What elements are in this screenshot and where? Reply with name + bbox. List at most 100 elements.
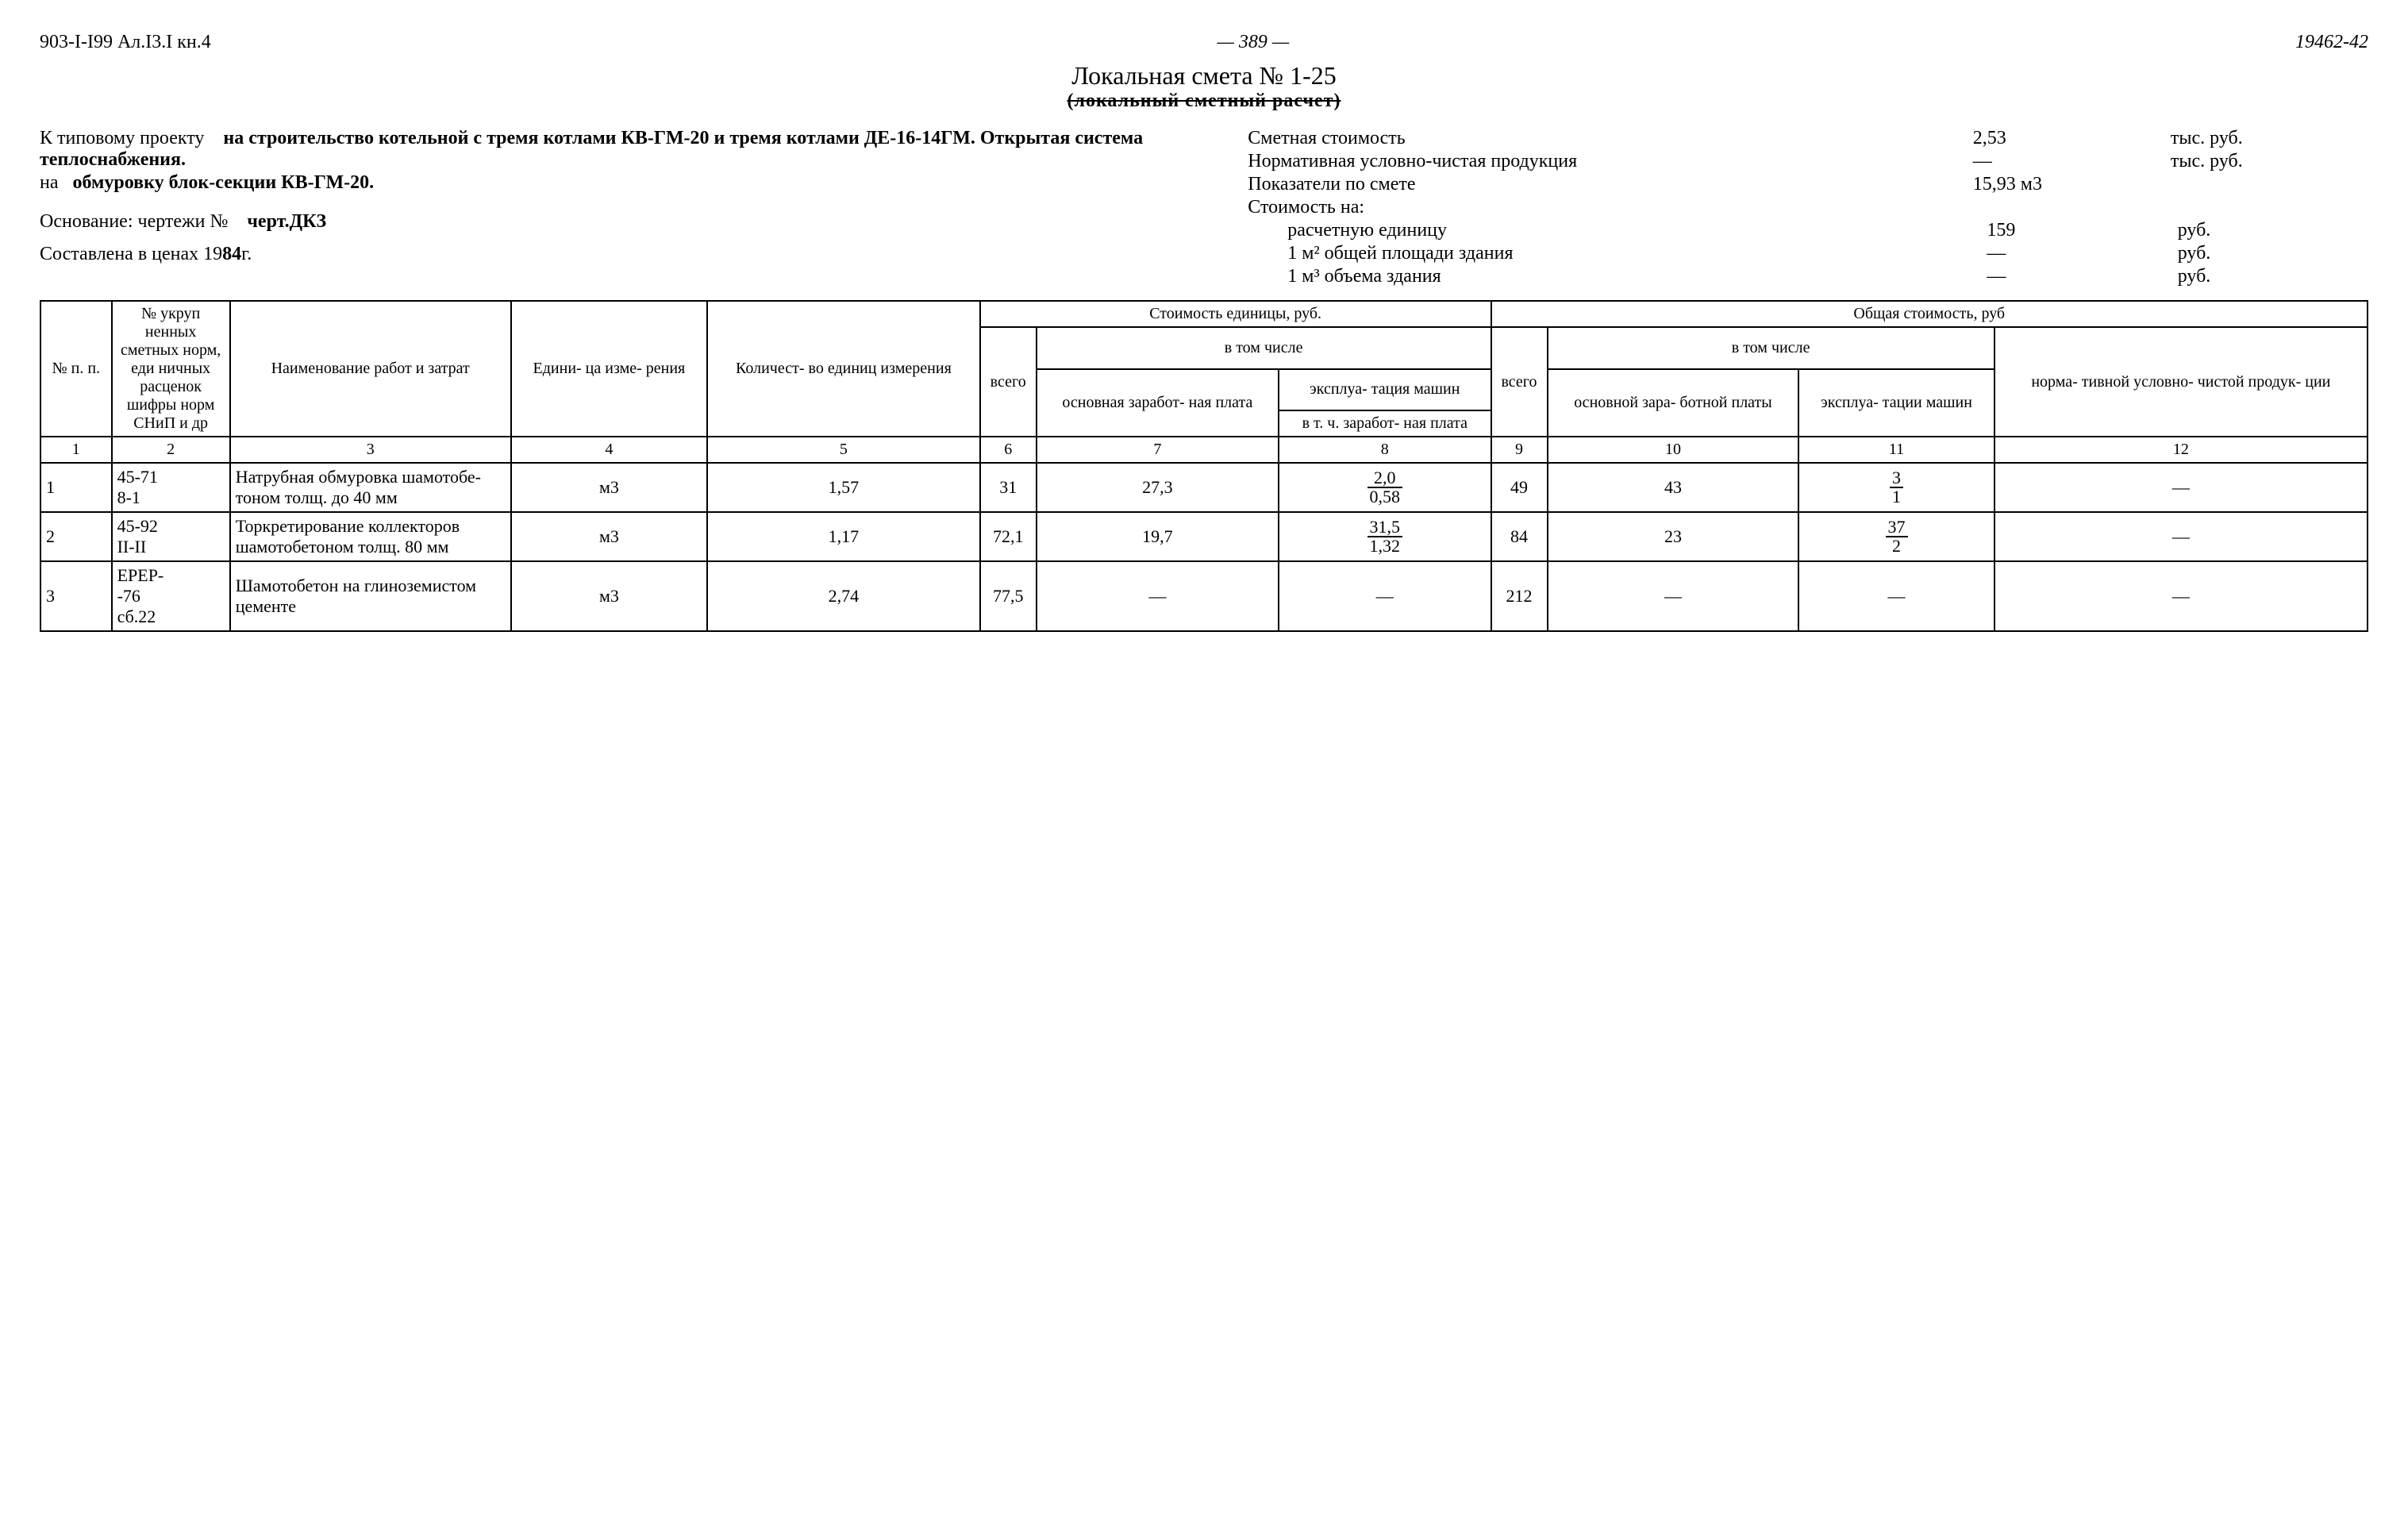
summary-unit (2171, 197, 2368, 218)
header-row: 903-I-I99 Ал.I3.I кн.4 — 389 — 19462-42 (40, 32, 2368, 53)
row-c8: 31,51,32 (1279, 512, 1491, 561)
row-unit: м3 (511, 561, 707, 631)
table-row: 145-718-1Натрубная обмуровка шамотобе-то… (40, 463, 2368, 512)
summary-label: 1 м³ объема здания (1248, 266, 1987, 287)
col-number: 10 (1548, 437, 1799, 463)
row-num: 2 (40, 512, 112, 561)
row-c6: 77,5 (980, 561, 1037, 631)
summary-row: Нормативная условно-чистая продукция—тыс… (1248, 151, 2368, 172)
col-number: 6 (980, 437, 1037, 463)
col-number: 1 (40, 437, 112, 463)
summary-label: Стоимость на: (1248, 197, 1972, 218)
group-10-head: в том числе (1548, 327, 1994, 369)
col-9-head: всего (1491, 327, 1548, 437)
summary-value: — (1987, 266, 2177, 287)
meta-left: К типовому проекту на строительство коте… (40, 126, 1216, 289)
row-name: Торкретирование коллекторовшамотобетоном… (230, 512, 511, 561)
group-9-head: Общая стоимость, руб (1491, 301, 2368, 327)
title-main: Локальная смета № 1-25 (40, 61, 2368, 91)
row-c10: 43 (1548, 463, 1799, 512)
col-2-head: № укруп ненных сметных норм, еди ничных … (112, 301, 230, 437)
summary-row: 1 м³ объема здания—руб. (1248, 266, 2368, 287)
prices-label: Составлена в ценах 19 (40, 244, 222, 264)
summary-unit: руб. (2178, 266, 2368, 287)
row-c11: 31 (1798, 463, 1994, 512)
row-name: Натрубная обмуровка шамотобе-тоном толщ.… (230, 463, 511, 512)
title-sub: (локальный сметный расчет) (40, 91, 2368, 112)
na-label: на (40, 172, 59, 193)
summary-row: Сметная стоимость2,53тыс. руб. (1248, 128, 2368, 149)
col-5-head: Количест- во единиц измерения (707, 301, 980, 437)
fraction: 31,51,32 (1367, 518, 1403, 555)
na-text: обмуровку блок-секции КВ-ГМ-20. (73, 172, 375, 193)
main-table: № п. п. № укруп ненных сметных норм, еди… (40, 300, 2368, 632)
fraction: 372 (1886, 518, 1908, 555)
row-c7: 19,7 (1037, 512, 1279, 561)
col-number: 8 (1279, 437, 1491, 463)
col-12-head: норма- тивной условно- чистой продук- ци… (1994, 327, 2368, 437)
summary-value: 159 (1987, 220, 2177, 241)
col-number: 12 (1994, 437, 2368, 463)
table-row: 245-92II-IIТоркретирование коллекторовша… (40, 512, 2368, 561)
row-qty: 1,17 (707, 512, 980, 561)
row-c10: — (1548, 561, 1799, 631)
row-c9: 212 (1491, 561, 1548, 631)
col-number: 3 (230, 437, 511, 463)
row-c12: — (1994, 463, 2368, 512)
col-11-head: эксплуа- тации машин (1798, 369, 1994, 437)
col-4-head: Едини- ца изме- рения (511, 301, 707, 437)
row-num: 1 (40, 463, 112, 512)
summary-unit: тыс. руб. (2171, 151, 2368, 172)
col-number: 5 (707, 437, 980, 463)
row-name: Шамотобетон на глиноземистомцементе (230, 561, 511, 631)
summary-value: 15,93 м3 (1973, 174, 2171, 195)
row-num: 3 (40, 561, 112, 631)
row-unit: м3 (511, 512, 707, 561)
summary-label: 1 м² общей площади здания (1248, 243, 1987, 264)
row-code: 45-718-1 (112, 463, 230, 512)
summary-unit (2171, 174, 2368, 195)
col-10-head: основной зара- ботной платы (1548, 369, 1799, 437)
title-block: Локальная смета № 1-25 (локальный сметны… (40, 61, 2368, 112)
meta-right: Сметная стоимость2,53тыс. руб.Нормативна… (1248, 126, 2368, 289)
project-label: К типовому проекту (40, 128, 204, 148)
row-c7: 27,3 (1037, 463, 1279, 512)
right-code: 19462-42 (2295, 32, 2368, 53)
row-qty: 2,74 (707, 561, 980, 631)
table-row: 3ЕРЕР--76сб.22Шамотобетон на глиноземист… (40, 561, 2368, 631)
summary-row: расчетную единицу159руб. (1248, 220, 2368, 241)
row-c12: — (1994, 561, 2368, 631)
table-head: № п. п. № укруп ненных сметных норм, еди… (40, 301, 2368, 437)
summary-value (1973, 197, 2171, 218)
row-qty: 1,57 (707, 463, 980, 512)
summary-unit: руб. (2178, 220, 2368, 241)
row-code: ЕРЕР--76сб.22 (112, 561, 230, 631)
prices-suffix: г. (241, 244, 252, 264)
summary-value: — (1987, 243, 2177, 264)
row-c8: 2,00,58 (1279, 463, 1491, 512)
row-c12: — (1994, 512, 2368, 561)
row-c11: — (1798, 561, 1994, 631)
summary-row: 1 м² общей площади здания—руб. (1248, 243, 2368, 264)
basis-text: черт.ДКЗ (247, 211, 326, 232)
col-number: 4 (511, 437, 707, 463)
row-c6: 31 (980, 463, 1037, 512)
row-unit: м3 (511, 463, 707, 512)
summary-label: Показатели по смете (1248, 174, 1972, 195)
summary-label: Нормативная условно-чистая продукция (1248, 151, 1972, 172)
page-number: — 389 — (211, 32, 2295, 53)
col-number: 11 (1798, 437, 1994, 463)
fraction: 31 (1890, 469, 1903, 506)
row-c9: 49 (1491, 463, 1548, 512)
row-code: 45-92II-II (112, 512, 230, 561)
basis-label: Основание: чертежи № (40, 211, 228, 232)
col-7-head: основная заработ- ная плата (1037, 369, 1279, 437)
group-7-head: в том числе (1037, 327, 1491, 369)
row-c7: — (1037, 561, 1279, 631)
meta-block: К типовому проекту на строительство коте… (40, 126, 2368, 289)
summary-row: Показатели по смете15,93 м3 (1248, 174, 2368, 195)
doc-code: 903-I-I99 Ал.I3.I кн.4 (40, 32, 211, 53)
project-text: на строительство котельной с тремя котла… (40, 128, 1143, 170)
summary-value: — (1973, 151, 2171, 172)
row-c8: — (1279, 561, 1491, 631)
